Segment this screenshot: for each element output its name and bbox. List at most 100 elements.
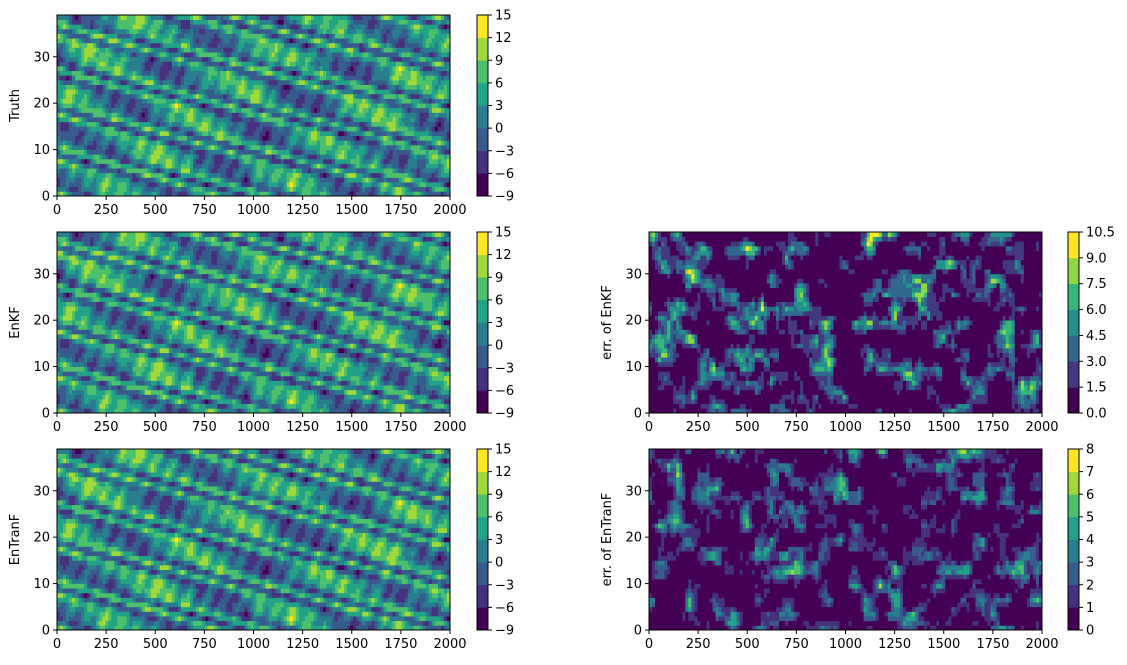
- heatmap-cell: [310, 56, 315, 62]
- heatmap-cell: [168, 149, 173, 155]
- heatmap-cell: [63, 70, 67, 76]
- heatmap-cell: [413, 135, 418, 141]
- heatmap-cell: [286, 47, 291, 53]
- heatmap-cell: [313, 84, 318, 90]
- heatmap-cell: [374, 98, 378, 104]
- heatmap-cell: [419, 144, 424, 150]
- heatmap-cell: [90, 172, 94, 178]
- heatmap-cell: [350, 33, 354, 39]
- heatmap-cell: [168, 33, 173, 39]
- heatmap-cell: [274, 61, 279, 67]
- heatmap-cell: [226, 24, 230, 30]
- heatmap-cell: [329, 168, 333, 174]
- heatmap-cell: [165, 79, 170, 85]
- heatmap-cell: [313, 19, 318, 25]
- heatmap-cell: [404, 24, 409, 30]
- heatmap-cell: [292, 70, 297, 76]
- heatmap-cell: [380, 107, 384, 113]
- heatmap-cell: [410, 38, 415, 44]
- heatmap-cell: [171, 121, 176, 127]
- heatmap-cell: [410, 144, 415, 150]
- heatmap-cell: [144, 79, 149, 85]
- heatmap-cell: [78, 42, 82, 48]
- heatmap-cell: [90, 112, 94, 118]
- heatmap-cell: [123, 89, 127, 95]
- heatmap-cell: [295, 177, 300, 183]
- heatmap-cell: [338, 126, 342, 132]
- heatmap-cell: [292, 144, 297, 150]
- heatmap-cell: [196, 131, 200, 137]
- heatmap-cell: [286, 177, 291, 183]
- heatmap-cell: [365, 24, 369, 30]
- heatmap-cell: [111, 177, 115, 183]
- heatmap-cell: [383, 52, 387, 58]
- heatmap-cell: [174, 177, 179, 183]
- heatmap-cell: [265, 70, 269, 76]
- heatmap-cell: [283, 107, 288, 113]
- heatmap-cell: [341, 42, 345, 48]
- heatmap-cell: [298, 79, 303, 85]
- heatmap-cell: [196, 61, 200, 67]
- heatmap-cell: [96, 182, 100, 188]
- heatmap-cell: [298, 158, 303, 164]
- heatmap-cell: [105, 186, 109, 192]
- heatmap-cell: [235, 42, 239, 48]
- heatmap-cell: [274, 42, 279, 48]
- heatmap-cell: [286, 158, 291, 164]
- heatmap-cell: [168, 117, 173, 123]
- heatmap-cell: [57, 117, 61, 123]
- heatmap-cell: [132, 28, 136, 34]
- heatmap-cell: [310, 98, 315, 104]
- heatmap-cell: [428, 107, 433, 113]
- heatmap-cell: [410, 61, 415, 67]
- heatmap-cell: [292, 182, 297, 188]
- heatmap-cell: [323, 103, 327, 109]
- heatmap-cell: [147, 126, 152, 132]
- heatmap-cell: [350, 163, 354, 169]
- heatmap-cell: [434, 154, 439, 160]
- heatmap-cell: [165, 89, 170, 95]
- heatmap-cell: [171, 15, 176, 20]
- heatmap-cell: [277, 140, 282, 146]
- heatmap-cell: [446, 135, 451, 141]
- heatmap-cell: [229, 168, 233, 174]
- heatmap-cell: [295, 75, 300, 81]
- heatmap-cell: [443, 33, 448, 39]
- heatmap-cell: [183, 135, 188, 141]
- heatmap-cell: [78, 84, 82, 90]
- heatmap-cell: [205, 79, 209, 85]
- heatmap-cell: [419, 79, 424, 85]
- heatmap-cell: [177, 98, 182, 104]
- heatmap-cell: [199, 140, 203, 146]
- heatmap-cell: [165, 172, 170, 178]
- heatmap-cell: [289, 172, 294, 178]
- heatmap-cell: [362, 42, 366, 48]
- heatmap-cell: [114, 103, 118, 109]
- heatmap-cell: [347, 98, 351, 104]
- heatmap-cell: [434, 66, 439, 72]
- heatmap-cell: [96, 186, 100, 192]
- heatmap-cell: [286, 121, 291, 127]
- heatmap-cell: [425, 191, 430, 197]
- heatmap-cell: [395, 191, 399, 197]
- heatmap-cell: [344, 42, 348, 48]
- heatmap-cell: [419, 112, 424, 118]
- heatmap-cell: [96, 131, 100, 137]
- heatmap-cell: [359, 191, 363, 197]
- heatmap-cell: [63, 135, 67, 141]
- heatmap-cell: [126, 163, 130, 169]
- heatmap-cell: [307, 61, 312, 67]
- heatmap-cell: [141, 177, 146, 183]
- heatmap-cell: [63, 149, 67, 155]
- heatmap-cell: [241, 154, 245, 160]
- heatmap-cell: [338, 177, 342, 183]
- heatmap-cell: [320, 19, 324, 25]
- heatmap-cell: [259, 70, 263, 76]
- heatmap-cell: [295, 126, 300, 132]
- heatmap-cell: [250, 121, 254, 127]
- heatmap-cell: [404, 149, 409, 155]
- heatmap-cell: [138, 19, 142, 25]
- heatmap-cell: [271, 47, 276, 53]
- heatmap-cell: [126, 126, 130, 132]
- heatmap-cell: [428, 79, 433, 85]
